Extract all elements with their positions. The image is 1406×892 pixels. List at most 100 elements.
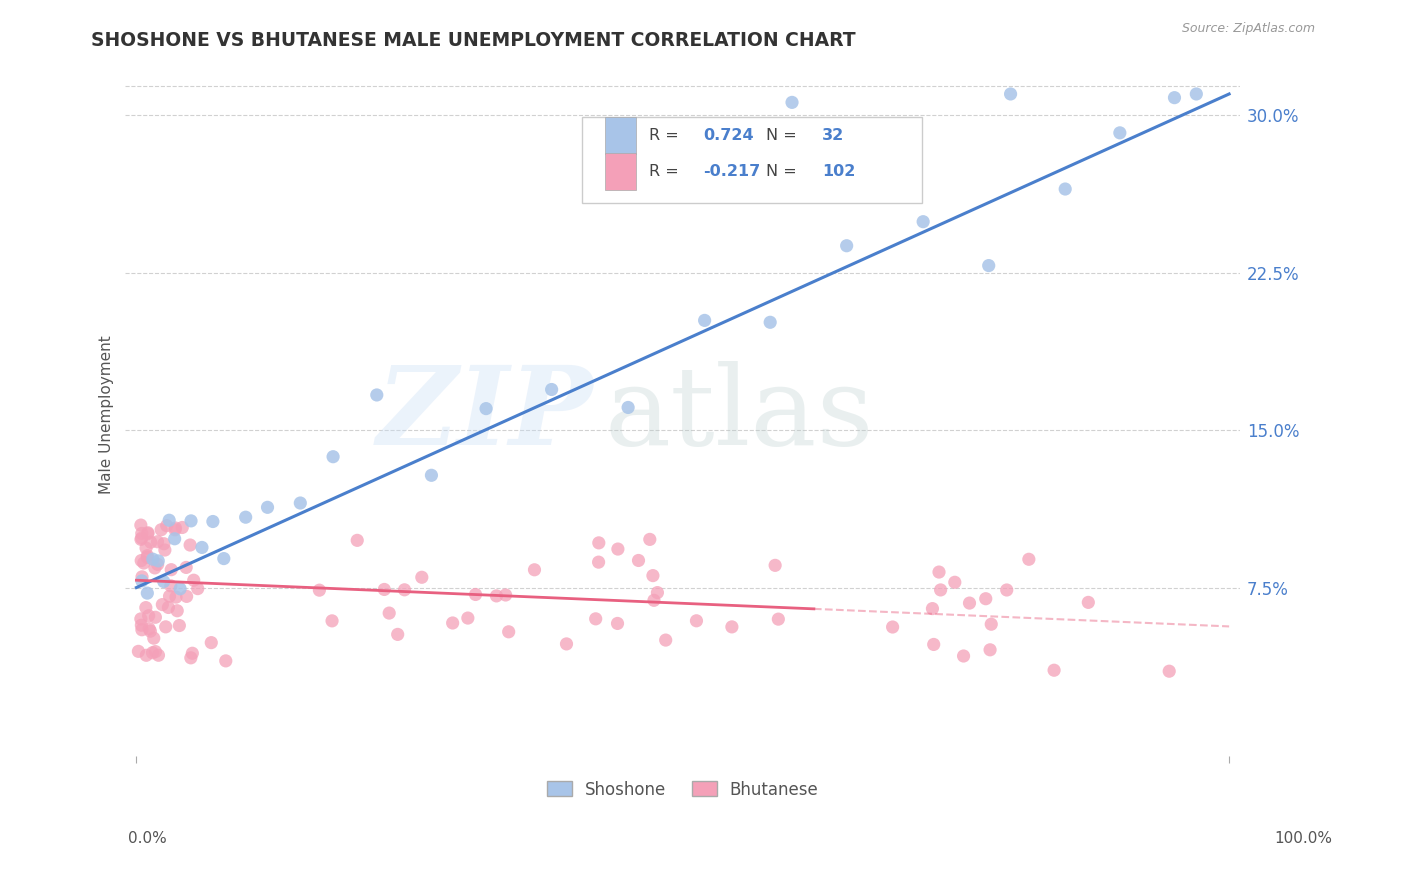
Point xyxy=(780,95,803,110)
Point xyxy=(148,648,170,663)
Point xyxy=(693,313,716,327)
Point xyxy=(145,610,167,624)
Point xyxy=(143,561,166,575)
Point xyxy=(641,568,664,582)
Text: 100.0%: 100.0% xyxy=(1274,831,1333,846)
Point xyxy=(373,582,395,597)
Point xyxy=(441,615,464,630)
Point xyxy=(411,570,433,584)
Point xyxy=(139,535,162,549)
Point xyxy=(585,612,607,626)
Point xyxy=(685,614,707,628)
Point xyxy=(308,583,330,598)
Text: -0.217: -0.217 xyxy=(703,164,761,179)
Point xyxy=(129,553,152,567)
Point xyxy=(142,552,165,566)
Point xyxy=(321,614,343,628)
Point xyxy=(139,624,162,639)
Point xyxy=(187,582,209,596)
Point xyxy=(169,582,191,596)
Text: 102: 102 xyxy=(823,164,855,179)
Point xyxy=(235,510,257,524)
Point xyxy=(943,575,966,590)
Point xyxy=(166,604,188,618)
Point xyxy=(928,565,950,579)
Point xyxy=(160,563,183,577)
Point xyxy=(163,532,186,546)
Point xyxy=(129,533,152,547)
Point xyxy=(617,401,640,415)
Point xyxy=(643,593,665,607)
Point xyxy=(882,620,904,634)
Point xyxy=(142,631,165,645)
Point xyxy=(136,586,159,600)
Point xyxy=(181,646,204,660)
Text: atlas: atlas xyxy=(605,360,875,467)
Point xyxy=(180,650,202,665)
Point xyxy=(654,633,676,648)
Point xyxy=(627,553,650,567)
Point xyxy=(995,582,1018,597)
Point xyxy=(495,588,517,602)
Point xyxy=(606,542,628,557)
Point xyxy=(980,617,1002,632)
Point xyxy=(159,579,181,593)
Point xyxy=(420,468,443,483)
Point xyxy=(464,587,486,601)
Point xyxy=(256,500,278,515)
Text: 0.0%: 0.0% xyxy=(128,831,167,846)
Text: 32: 32 xyxy=(823,128,845,143)
Point xyxy=(974,591,997,606)
Text: ZIP: ZIP xyxy=(377,360,593,468)
Point xyxy=(165,521,187,535)
Point xyxy=(485,589,508,603)
Text: SHOSHONE VS BHUTANESE MALE UNEMPLOYMENT CORRELATION CHART: SHOSHONE VS BHUTANESE MALE UNEMPLOYMENT … xyxy=(91,31,856,50)
Point xyxy=(163,523,186,537)
Point xyxy=(555,637,578,651)
Point xyxy=(131,618,153,632)
Point xyxy=(540,383,562,397)
Point xyxy=(135,648,157,663)
Point xyxy=(768,612,790,626)
Point xyxy=(952,648,974,663)
Point xyxy=(169,618,191,632)
Point xyxy=(135,600,157,615)
Point xyxy=(129,518,152,533)
Text: 0.724: 0.724 xyxy=(703,128,754,143)
Point xyxy=(1018,552,1040,566)
Point xyxy=(201,515,224,529)
Point xyxy=(1077,595,1099,609)
Point xyxy=(179,538,201,552)
Point xyxy=(145,644,167,658)
Point xyxy=(921,601,943,615)
Text: N =: N = xyxy=(766,164,803,179)
Point xyxy=(141,646,163,660)
Point xyxy=(157,513,180,527)
Point xyxy=(138,608,160,623)
Point xyxy=(1054,182,1077,196)
Point xyxy=(1159,664,1181,678)
FancyBboxPatch shape xyxy=(605,153,636,190)
Point xyxy=(366,388,388,402)
Point xyxy=(172,520,194,534)
Point xyxy=(498,624,520,639)
Point xyxy=(136,549,159,563)
Point xyxy=(200,635,222,649)
Point xyxy=(1108,126,1130,140)
Point xyxy=(475,401,498,416)
Point xyxy=(127,644,149,658)
Point xyxy=(457,611,479,625)
Point xyxy=(183,573,205,587)
Point xyxy=(136,525,159,540)
Point xyxy=(387,627,409,641)
Point xyxy=(146,534,169,549)
Y-axis label: Male Unemployment: Male Unemployment xyxy=(100,334,114,493)
Point xyxy=(215,654,238,668)
Point xyxy=(138,622,160,636)
Point xyxy=(153,537,176,551)
Point xyxy=(129,612,152,626)
Text: N =: N = xyxy=(766,128,803,143)
Point xyxy=(378,606,401,620)
Point xyxy=(523,563,546,577)
Point xyxy=(212,551,235,566)
